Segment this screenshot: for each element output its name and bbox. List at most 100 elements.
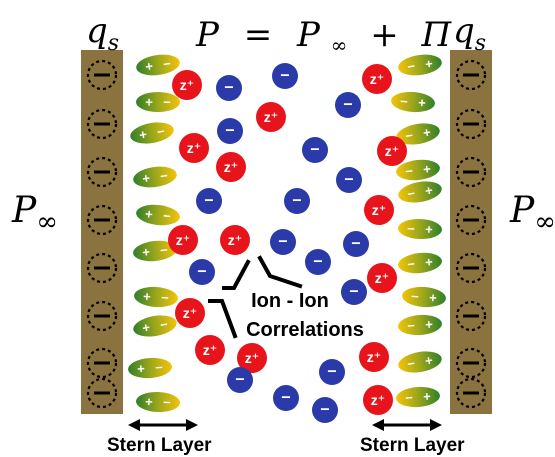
left-surface-charge: qs xyxy=(86,11,119,56)
wall-charge-left-7 xyxy=(86,377,118,409)
right-p-sub: ∞ xyxy=(534,207,555,237)
anion-15: − xyxy=(319,359,345,385)
dipole-minus-sign: − xyxy=(400,94,409,110)
dipole-plus-sign: + xyxy=(141,244,151,260)
dipole-minus-sign: − xyxy=(407,221,416,236)
dipole-minus-sign: − xyxy=(406,185,416,201)
solvent-dipole-right-3: − + xyxy=(396,159,440,181)
anion-11: − xyxy=(341,279,367,305)
anion-label: − xyxy=(351,236,360,253)
dipole-plus-sign: + xyxy=(141,170,151,186)
dipole-minus-sign: − xyxy=(406,256,416,272)
solvent-dipole-right-1: − + xyxy=(391,91,435,113)
equation-plus: + xyxy=(370,15,399,55)
dipole-minus-sign: − xyxy=(404,163,414,179)
cation-11: z⁺ xyxy=(364,195,394,225)
cation-6: z⁺ xyxy=(175,298,205,328)
dipole-plus-sign: + xyxy=(145,95,153,110)
left-p-sub: ∞ xyxy=(36,207,58,237)
cation-label: z⁺ xyxy=(385,143,399,159)
cation-1: z⁺ xyxy=(256,102,286,132)
anion-label: − xyxy=(224,80,233,97)
anion-5: − xyxy=(336,167,362,193)
anion-label: − xyxy=(313,254,322,271)
anion-label: − xyxy=(343,97,352,114)
wall-charge-left-6 xyxy=(86,347,118,379)
right-surface-charge: qs xyxy=(453,11,486,56)
anion-label: − xyxy=(197,264,206,281)
cation-label: z⁺ xyxy=(183,305,197,321)
dipole-minus-sign: − xyxy=(155,360,164,376)
solvent-dipole-right-9: − + xyxy=(398,351,442,373)
wall-charge-left-1 xyxy=(86,108,118,140)
bracket-1 xyxy=(222,259,251,290)
cation-label: z⁺ xyxy=(187,140,201,156)
dipole-plus-sign: + xyxy=(138,126,148,142)
cation-label: z⁺ xyxy=(372,202,386,218)
anion-label: − xyxy=(280,68,289,85)
dipole-plus-sign: + xyxy=(137,361,146,377)
solvent-dipole-right-2: − + xyxy=(396,123,440,145)
solvent-dipole-left-1: + − xyxy=(136,92,180,112)
cation-label: z⁺ xyxy=(375,270,389,286)
stern-arrow-right xyxy=(372,419,442,431)
anion-label: − xyxy=(235,372,244,389)
wall-charge-left-0 xyxy=(86,59,118,91)
solvent-dipole-right-5: − + xyxy=(398,218,442,240)
solvent-dipole-left-6: + − xyxy=(134,286,178,308)
right-q: q xyxy=(453,11,475,51)
anion-6: − xyxy=(196,188,222,214)
dipole-minus-sign: − xyxy=(159,316,169,332)
anion-label: − xyxy=(292,193,301,210)
equation-lhs: P xyxy=(195,15,220,55)
right-bulk-pressure: P∞ xyxy=(509,190,555,237)
anion-label: − xyxy=(225,123,234,140)
dipole-plus-sign: + xyxy=(144,58,154,74)
anion-1: − xyxy=(272,63,298,89)
solvent-dipole-right-4: − + xyxy=(398,181,442,203)
solvent-dipole-right-7: − + xyxy=(402,286,446,308)
cation-label: z⁺ xyxy=(228,232,242,248)
anion-7: − xyxy=(284,188,310,214)
left-q: q xyxy=(86,11,108,51)
cation-14: z⁺ xyxy=(363,385,393,415)
correlation-brackets xyxy=(208,255,303,339)
cation-9: z⁺ xyxy=(362,64,392,94)
dipole-plus-sign: + xyxy=(425,222,434,237)
solvent-dipole-left-9: + − xyxy=(136,391,180,413)
dipole-plus-sign: + xyxy=(422,161,432,177)
solvent-dipole-right-6: − + xyxy=(398,252,442,274)
cation-label: z⁺ xyxy=(224,159,238,175)
anion-label: − xyxy=(281,390,290,407)
wall-charge-left-2 xyxy=(86,156,118,188)
cation-label: z⁺ xyxy=(370,71,384,87)
equation-p: P xyxy=(296,15,321,55)
anion-label: − xyxy=(320,402,329,419)
equation-pi: Π xyxy=(421,15,453,55)
solvent-dipole-right-8: − + xyxy=(398,314,442,336)
anion-label: − xyxy=(310,142,319,159)
dipole-minus-sign: − xyxy=(159,242,169,258)
anion-label: − xyxy=(349,284,358,301)
dipole-minus-sign: − xyxy=(161,290,170,306)
dipole-plus-sign: + xyxy=(141,319,151,335)
anion-0: − xyxy=(216,75,242,101)
wall-charge-right-3 xyxy=(455,204,487,236)
stern-arrow-left xyxy=(128,419,198,431)
wall-charge-left-5 xyxy=(86,300,118,332)
bracket-2 xyxy=(257,255,303,289)
dipole-plus-sign: + xyxy=(422,124,432,140)
correlation-label-line2: Correlations xyxy=(246,319,364,341)
dipole-minus-sign: − xyxy=(162,208,172,224)
anion-label: − xyxy=(204,193,213,210)
cation-7: z⁺ xyxy=(195,335,225,365)
dipole-plus-sign: + xyxy=(418,95,427,111)
dipole-plus-sign: + xyxy=(425,317,434,333)
bracket-3 xyxy=(208,299,238,339)
wall-charge-left-3 xyxy=(86,204,118,236)
anion-label: − xyxy=(344,172,353,189)
wall-charge-right-1 xyxy=(455,108,487,140)
right-electrode-wall xyxy=(450,50,492,414)
wall-charge-right-0 xyxy=(455,59,487,91)
cation-label: z⁺ xyxy=(245,350,259,366)
